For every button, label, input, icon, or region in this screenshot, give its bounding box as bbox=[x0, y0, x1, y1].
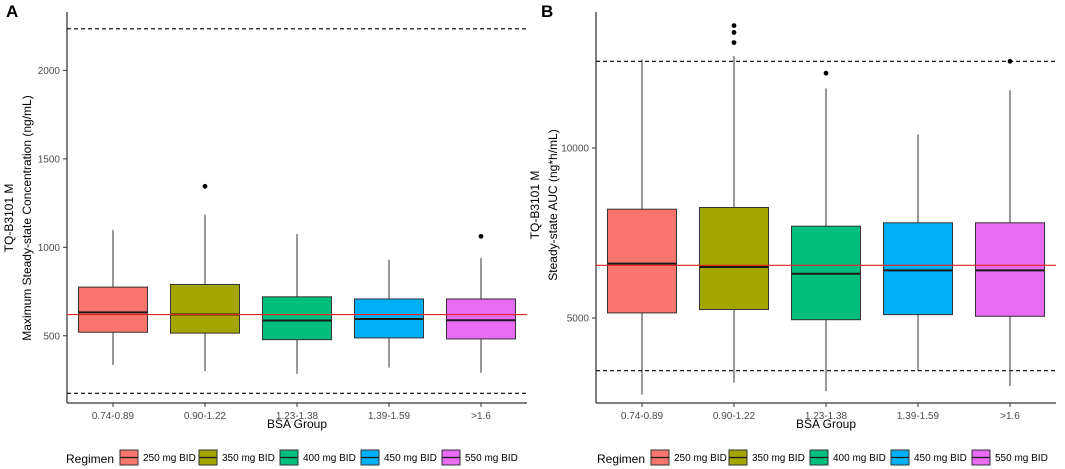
legend-key-3 bbox=[890, 449, 910, 466]
legend-key-1 bbox=[728, 449, 748, 466]
panel-a: A TQ-B3101 M Maximum Steady-state Concen… bbox=[2, 2, 527, 431]
legend-b: Regimen 250 mg BID 350 mg BID 400 mg BID 450… bbox=[597, 449, 1048, 466]
legend-title: Regimen bbox=[66, 452, 114, 466]
panel-a-xtick-label: 0.90-1.22 bbox=[184, 411, 227, 422]
panel-b-xtick-label: 0.74-0.89 bbox=[621, 411, 664, 422]
legend-key-4 bbox=[441, 449, 461, 466]
legend-label: 400 mg BID bbox=[833, 453, 886, 464]
panel-b-plot: 5000 10000 0.74-0.89 0.90-1.22 1.23-1.38 1.39… bbox=[561, 12, 1056, 422]
panel-a-ytick-label: 500 bbox=[43, 331, 60, 342]
panel-b-box-2 bbox=[791, 70, 861, 392]
panel-a-iqr-box bbox=[446, 298, 516, 340]
panel-a-box-1 bbox=[170, 183, 240, 372]
legend-label: 550 mg BID bbox=[465, 453, 518, 464]
legend-label: 400 mg BID bbox=[303, 453, 356, 464]
legend-title: Regimen bbox=[597, 452, 645, 466]
legend-key-3 bbox=[360, 449, 380, 466]
panel-a-xtick-label: 1.23-1.38 bbox=[276, 411, 319, 422]
legend-label: 450 mg BID bbox=[384, 453, 437, 464]
panel-a-letter: A bbox=[6, 2, 18, 21]
legend-label: 350 mg BID bbox=[222, 453, 275, 464]
panel-a-iqr-box bbox=[170, 283, 240, 334]
panel-a-ytick-label: 1000 bbox=[38, 243, 61, 254]
legend-key-2 bbox=[279, 449, 299, 466]
panel-b-ylabel-line2: Steady-state AUC (ng*h/mL) bbox=[546, 129, 560, 280]
panel-a-xtick-label: 0.74-0.89 bbox=[92, 411, 135, 422]
legend-key-2 bbox=[809, 449, 829, 466]
legend-label: 250 mg BID bbox=[674, 453, 727, 464]
panel-b-iqr-box bbox=[699, 207, 769, 310]
panel-b-xlabel: BSA Group bbox=[796, 417, 856, 431]
panel-b-ylabel-line1: TQ-B3101 M bbox=[528, 171, 542, 240]
panel-b-box-0 bbox=[607, 59, 677, 395]
panel-a-box-4 bbox=[446, 233, 516, 373]
panel-b-xtick-label: 0.90-1.22 bbox=[713, 411, 756, 422]
panel-b-iqr-box bbox=[607, 208, 677, 314]
panel-a-xlabel: BSA Group bbox=[267, 417, 327, 431]
legend-label: 550 mg BID bbox=[995, 453, 1048, 464]
panel-a-box-3 bbox=[354, 259, 424, 368]
legend-key-0 bbox=[119, 449, 139, 466]
panel-b-iqr-box bbox=[883, 222, 953, 316]
legend-label: 250 mg BID bbox=[143, 453, 196, 464]
panel-a-ytick-label: 1500 bbox=[38, 154, 61, 165]
panel-b-outlier-point bbox=[731, 40, 737, 45]
panel-b-outlier-point bbox=[731, 23, 737, 28]
panel-a-plot: 500 1000 1500 2000 0.74-0.89 0.90-1.22 1.23-1.… bbox=[38, 12, 527, 422]
panel-a-outlier-point bbox=[478, 233, 484, 239]
panel-a-ylabel-line2: Maximum Steady-state Concentration (ng/m… bbox=[20, 95, 34, 340]
panel-b-ytick-label: 5000 bbox=[567, 314, 590, 325]
panel-a-xtick-label: 1.39-1.59 bbox=[368, 411, 411, 422]
legend-label: 350 mg BID bbox=[752, 453, 805, 464]
panel-b-letter: B bbox=[541, 2, 553, 21]
panel-a-box-0 bbox=[78, 229, 148, 365]
legend-label: 450 mg BID bbox=[914, 453, 967, 464]
panel-a-iqr-box bbox=[262, 296, 332, 341]
legend-a: Regimen 250 mg BID 350 mg BID 400 mg BID 450… bbox=[66, 449, 518, 466]
panel-a-ytick-label: 2000 bbox=[38, 66, 61, 77]
panel-b: B TQ-B3101 M Steady-state AUC (ng*h/mL) … bbox=[528, 2, 1056, 431]
panel-a-xtick-label: >1.6 bbox=[471, 411, 491, 422]
panel-a-iqr-box bbox=[78, 286, 148, 333]
panel-b-ytick-label: 10000 bbox=[561, 144, 589, 155]
panel-b-box-3 bbox=[883, 134, 953, 371]
panel-b-box-4 bbox=[975, 58, 1045, 386]
panel-b-xtick-label: 1.39-1.59 bbox=[897, 411, 940, 422]
panel-a-box-2 bbox=[262, 234, 332, 374]
legend-key-4 bbox=[971, 449, 991, 466]
panel-b-outlier-point bbox=[1007, 58, 1013, 64]
panel-b-box-1 bbox=[699, 23, 769, 383]
panel-b-xtick-label: >1.6 bbox=[1000, 411, 1020, 422]
panel-b-xtick-label: 1.23-1.38 bbox=[805, 411, 848, 422]
legend-key-0 bbox=[650, 449, 670, 466]
panel-a-outlier-point bbox=[202, 183, 208, 189]
panel-a-ylabel-line1: TQ-B3101 M bbox=[2, 184, 16, 253]
legend-key-1 bbox=[198, 449, 218, 466]
panel-b-outlier-point bbox=[823, 70, 829, 76]
panel-b-outlier-point bbox=[731, 30, 737, 35]
